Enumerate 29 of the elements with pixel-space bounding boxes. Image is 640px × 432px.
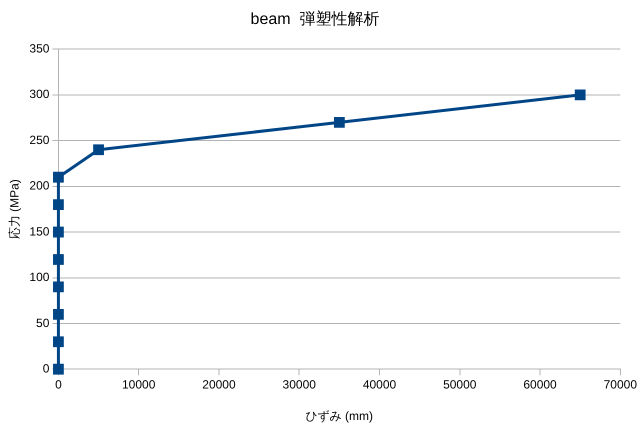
point [93,144,104,156]
y-tick-label: 150 [29,224,50,238]
chart-title: beam 弾塑性解析 [250,10,380,28]
x-axis-title: ひずみ (mm) [306,409,374,424]
point [53,254,64,265]
point [53,172,64,183]
x-tick-label: 30000 [282,378,316,392]
point [53,199,64,210]
y-tick-label: 50 [36,316,50,330]
y-tick-label: 300 [29,87,50,102]
x-tick-label: 70000 [604,378,638,392]
x-tick-label: 50000 [443,378,477,392]
y-tick-label: 0 [42,362,50,376]
x-tick-label: 40000 [362,378,397,392]
x-tick-label: 10000 [122,378,156,392]
y-tick-label: 250 [29,132,50,147]
point [334,116,345,128]
point [53,308,64,320]
y-tick-label: 200 [29,178,50,193]
x-tick-label: 20000 [202,378,236,392]
point [53,364,64,375]
x-tick-label: 60000 [523,378,558,392]
y-tick-label: 100 [29,270,50,284]
point [53,336,64,348]
point [574,90,586,100]
y-axis-title: 応力 (MPa) [8,179,22,240]
y-tick-label: 350 [29,42,50,56]
x-tick-label: 0 [55,378,62,392]
point [53,282,64,292]
